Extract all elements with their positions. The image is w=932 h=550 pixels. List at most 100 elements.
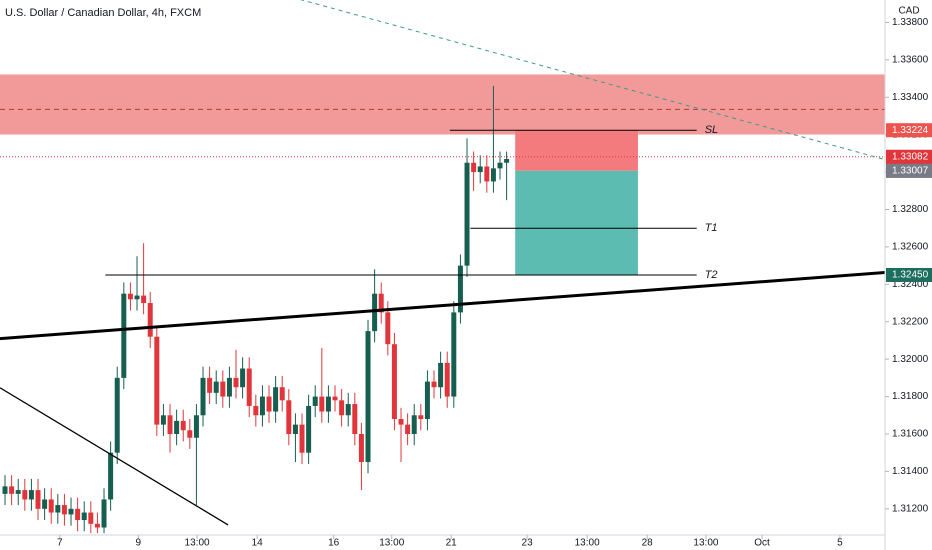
x-tick-label: 7: [57, 538, 63, 549]
candle-body: [42, 499, 48, 509]
candle-body: [193, 415, 199, 438]
candle-body: [279, 387, 285, 401]
candle-body: [286, 400, 292, 434]
candle-body: [75, 508, 81, 521]
candle-body: [391, 344, 397, 420]
candle-body: [411, 415, 417, 434]
price-label-bg: [886, 163, 932, 178]
candle-body: [9, 486, 15, 494]
candle-body: [332, 396, 338, 401]
candle-body: [312, 396, 318, 406]
candle-body: [339, 400, 345, 416]
candle-body: [385, 312, 391, 345]
candle-body: [88, 512, 94, 524]
candle-body: [28, 490, 34, 500]
candle-body: [352, 404, 358, 434]
y-tick-label: 1.32200: [892, 316, 929, 327]
x-tick-label: 23: [522, 538, 534, 549]
candle-body: [405, 424, 411, 434]
candle-body: [457, 265, 463, 313]
candle-body: [174, 420, 180, 434]
level-label: T2: [705, 269, 718, 281]
candle-body: [372, 293, 378, 332]
x-tick-label: 9: [136, 538, 142, 549]
candle-body: [325, 396, 331, 412]
x-tick-label: 13:00: [693, 538, 718, 549]
level-label: T1: [705, 222, 718, 234]
candle-body: [213, 381, 219, 393]
candle-body: [365, 331, 371, 463]
price-label: 1.33082: [892, 151, 929, 162]
currency: CAD: [898, 6, 919, 17]
candle-body: [48, 499, 54, 513]
candle-body: [187, 430, 193, 438]
candle-body: [15, 490, 21, 494]
candle-body: [418, 415, 424, 420]
x-tick-label: 28: [642, 538, 654, 549]
candle-body: [220, 381, 226, 397]
candle-body: [319, 396, 325, 412]
x-tick-label: 13:00: [379, 538, 404, 549]
candle-body: [378, 293, 384, 313]
candle-body: [61, 505, 67, 515]
y-tick-label: 1.31800: [892, 391, 929, 402]
y-tick-label: 1.31400: [892, 466, 929, 477]
price-label-bg: [886, 267, 932, 282]
candle-body: [292, 424, 298, 434]
candle-body: [431, 381, 437, 388]
x-tick-label: 13:00: [575, 538, 600, 549]
price-label-bg: [886, 123, 932, 138]
trend-line: [0, 271, 885, 341]
y-tick-label: 1.33600: [892, 55, 929, 66]
candle-body: [471, 162, 477, 173]
candle-body: [273, 387, 279, 412]
candle-body: [464, 162, 470, 266]
candle-body: [55, 505, 61, 513]
candle-body: [141, 295, 147, 304]
candle-body: [484, 166, 490, 182]
candle-body: [207, 377, 213, 393]
candle-body: [147, 303, 153, 337]
candle-body: [167, 415, 173, 434]
candle-body: [504, 159, 510, 163]
plot-area: SL T1 T2: [0, 0, 885, 534]
candle-body: [200, 377, 206, 416]
candle-body: [438, 362, 444, 388]
candle-body: [266, 396, 272, 412]
candle-body: [424, 381, 430, 420]
x-tick-label: 14: [252, 538, 264, 549]
candle-body: [306, 405, 312, 453]
x-tick-label: 16: [328, 538, 340, 549]
resistance-zone: [0, 74, 885, 135]
x-tick-label: 21: [446, 538, 458, 549]
y-tick-label: 1.32800: [892, 204, 929, 215]
y-tick-label: 1.31600: [892, 429, 929, 440]
candle-body: [233, 377, 239, 388]
trend-line: [0, 387, 229, 526]
candle-body: [127, 293, 133, 300]
y-tick-label: 1.33400: [892, 92, 929, 103]
x-tick-label: 13:00: [185, 538, 210, 549]
x-tick-label: 5: [837, 538, 843, 549]
chart-title: U.S. Dollar / Canadian Dollar, 4h, FXCM: [5, 7, 201, 19]
candle-body: [490, 168, 496, 182]
price-label: 1.33007: [892, 165, 929, 176]
candle-body: [299, 424, 305, 453]
candle-body: [68, 508, 74, 515]
candle-body: [358, 433, 364, 463]
candle-body: [240, 368, 246, 388]
candle-body: [35, 490, 41, 509]
candle-body: [108, 452, 114, 500]
candle-body: [253, 405, 259, 416]
candle-body: [451, 312, 457, 397]
candle-body: [444, 362, 450, 397]
candle-body: [22, 490, 28, 500]
candle-body: [101, 499, 107, 528]
trend-line: [300, 0, 885, 161]
candle-body: [477, 166, 483, 173]
candle-body: [226, 377, 232, 397]
candle-body: [160, 415, 166, 425]
